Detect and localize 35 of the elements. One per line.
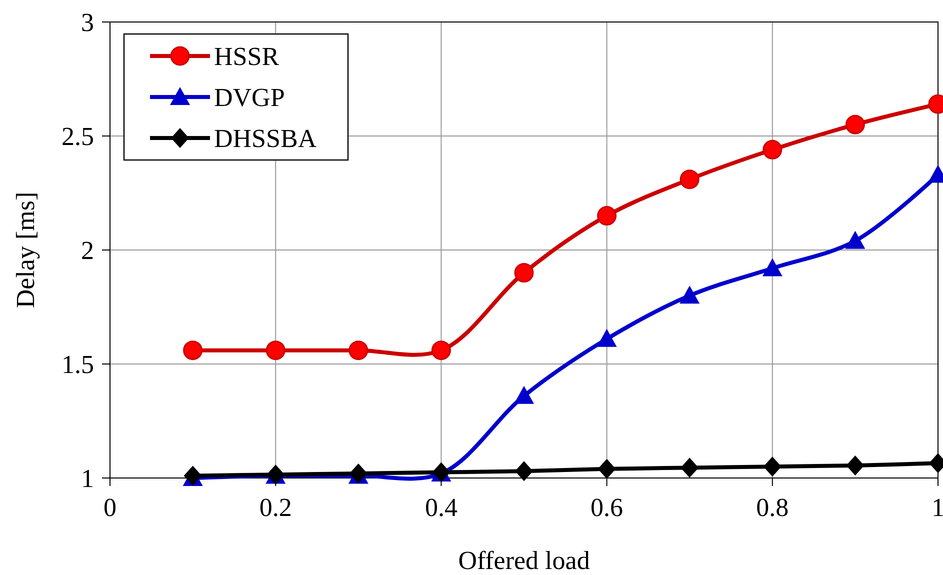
y-tick-label: 3 [81,8,94,37]
point [598,458,616,479]
point [680,170,700,190]
point [514,263,534,283]
y-tick-label: 2.5 [62,122,94,151]
legend-label: DHSSBA [214,124,317,153]
point [515,461,533,482]
legend-label: HSSR [214,42,280,71]
point [266,340,286,360]
x-tick-label: 0.8 [756,493,789,522]
x-axis-title: Offered load [458,546,590,575]
point [596,328,617,347]
y-tick-label: 1.5 [62,350,94,379]
point [680,286,700,304]
point [845,114,865,134]
point [348,340,368,360]
point [597,206,617,226]
x-tick-label: 1 [932,493,943,522]
point [762,258,782,276]
y-axis-title: Delay [ms] [11,192,40,308]
point [845,230,866,249]
x-tick-label: 0.6 [590,493,624,522]
point [846,455,864,476]
y-tick-label: 1 [81,464,94,493]
x-tick-label: 0 [104,493,116,522]
point [763,456,782,477]
point [431,340,451,360]
point [680,458,699,478]
point [514,386,534,404]
point [183,340,203,360]
legend-label: DVGP [214,83,285,112]
point [762,140,782,160]
x-tick-label: 0.4 [424,493,458,522]
y-tick-label: 2 [81,236,94,265]
x-tick-label: 0.2 [259,493,292,522]
